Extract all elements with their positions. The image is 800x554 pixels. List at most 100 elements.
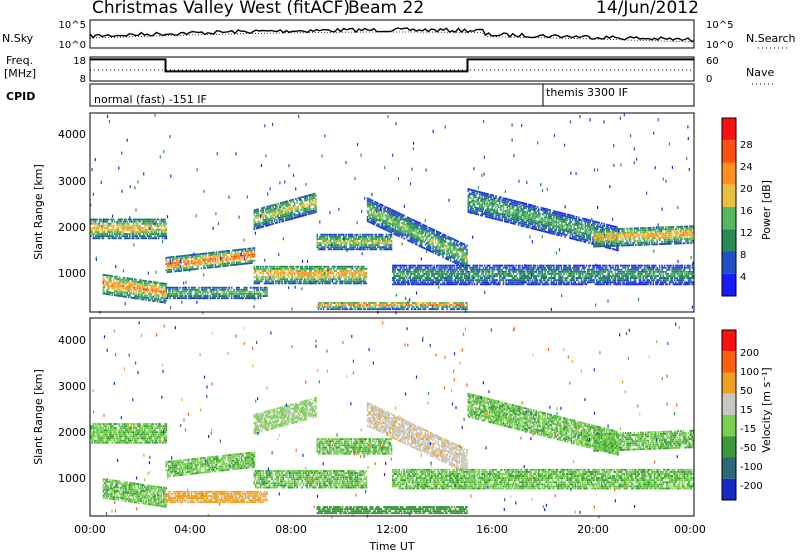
power-cell [284,207,286,209]
power-cell [315,195,317,197]
power-cell [318,274,320,276]
power-cell [118,229,120,231]
power-cell [134,227,136,229]
power-cell [155,292,157,294]
power-cell [306,197,308,199]
power-cell [333,274,335,276]
power-cell [109,233,111,235]
cpid-mode-normal: normal (fast) -151 IF [94,93,207,106]
power-cell [152,292,154,294]
power-cell [337,280,339,282]
power-cell [188,261,190,263]
power-cell [262,274,264,276]
power-cell [122,219,124,221]
power-cell [295,198,297,200]
power-cell [262,209,264,211]
power-cell [315,274,317,276]
power-cell [215,264,217,266]
power-cell [305,280,307,282]
power-cell [300,199,302,201]
freq-tick-bottom: 8 [80,74,86,85]
power-cell [315,205,317,207]
power-cell [254,253,256,255]
power-cell [188,256,190,258]
noise-right-tick-bottom: 10^0 [706,40,733,51]
power-cell [366,282,368,284]
power-cell [273,223,275,225]
power-cell [150,235,152,237]
power-cell [254,247,256,249]
power-cell [315,211,317,213]
power-cell [152,283,154,285]
power-cell [276,205,278,207]
power-cell [103,276,105,278]
power-cell [273,282,275,284]
power-cell [230,260,232,262]
power-cell [315,203,317,205]
power-cell [275,218,277,220]
power-cell [310,208,312,210]
power-cell [104,225,106,227]
power-cell [148,297,150,299]
power-cell [328,266,330,268]
power-cell [152,298,154,300]
power-cell [298,266,300,268]
power-cell [104,285,106,287]
power-cell [192,254,194,256]
power-cell [186,265,188,267]
power-cell [220,265,222,267]
power-cell [113,219,115,221]
power-cell [260,218,262,220]
power-cell [130,288,132,290]
power-cell [116,280,118,282]
power-cell [286,200,288,202]
cpid-label: CPID [6,90,35,103]
power-cell [254,256,256,258]
power-cell [116,235,118,237]
power-cell [212,264,214,266]
power-cell [301,266,303,268]
power-cell [135,279,137,281]
power-cell [173,256,175,258]
power-cell [166,233,168,235]
power-cell [96,219,98,221]
power-cell [148,231,150,233]
power-cell [359,276,361,278]
power-cell [162,237,164,239]
power-cell [294,203,296,205]
power-cell [257,211,259,213]
power-cell [109,294,111,296]
power-cell [323,268,325,270]
power-cell [291,209,293,211]
power-cell [104,287,106,289]
power-cell [254,251,256,253]
power-cell [150,225,152,227]
power-cell [155,237,157,239]
power-cell [315,201,317,203]
power-cell [276,220,278,222]
power-cell [192,256,194,258]
power-cell [137,287,139,289]
power-cell [152,227,154,229]
power-cell [318,280,320,282]
power-cell [279,282,281,284]
power-cell [247,252,249,254]
power-cell [207,263,209,265]
power-cell [230,258,232,260]
power-cell [279,221,281,223]
date-label: 14/Jun/2012 [596,0,699,18]
nave-tick-bottom: 0 [706,74,712,85]
power-cell [357,268,359,270]
power-cell [153,229,155,231]
power-cell [320,266,322,268]
power-cell [166,227,168,229]
power-cell [94,233,96,235]
power-cell [124,229,126,231]
power-cell [120,233,122,235]
power-cell [235,251,237,253]
power-cell [166,237,168,239]
power-cell [127,292,129,294]
power-cell [217,260,219,262]
power-cell [328,274,330,276]
power-cell [128,296,130,298]
